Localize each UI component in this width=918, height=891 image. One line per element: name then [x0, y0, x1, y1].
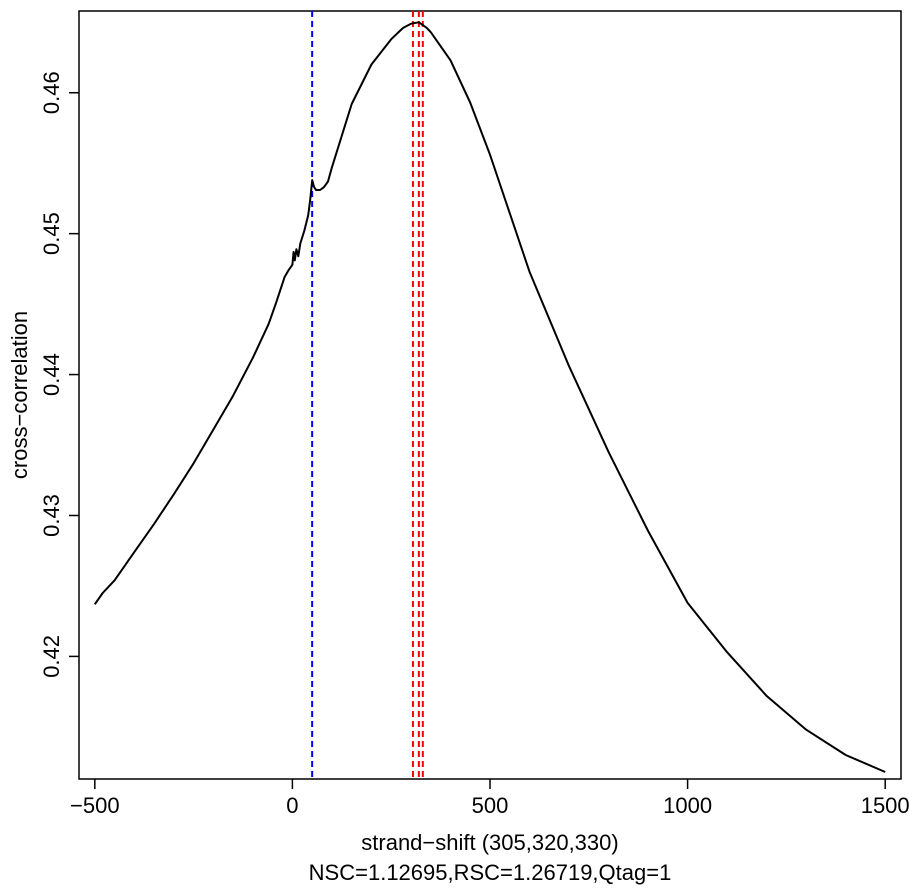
x-tick-label: 1000: [663, 793, 712, 818]
series-line-1: [93, 21, 886, 773]
reference-lines: [311, 11, 424, 779]
x-tick-label: 500: [472, 793, 509, 818]
y-tick-label: 0.45: [39, 212, 64, 255]
y-tick-label: 0.46: [39, 71, 64, 114]
x-tick-label: 1500: [861, 793, 910, 818]
chart-subtitle: NSC=1.12695,RSC=1.26719,Qtag=1: [309, 860, 672, 885]
y-tick-label: 0.43: [39, 494, 64, 537]
x-axis-label: strand−shift (305,320,330): [361, 830, 618, 855]
x-tick-label: −500: [70, 793, 120, 818]
x-axis: −500 0 500 1000 1500: [70, 779, 910, 818]
x-tick-label: 0: [286, 793, 298, 818]
series-layer: [93, 21, 886, 773]
y-axis-label: cross−correlation: [7, 311, 32, 479]
y-tick-label: 0.42: [39, 635, 64, 678]
y-tick-label: 0.44: [39, 353, 64, 396]
y-axis: 0.42 0.43 0.44 0.45 0.46: [39, 71, 79, 678]
